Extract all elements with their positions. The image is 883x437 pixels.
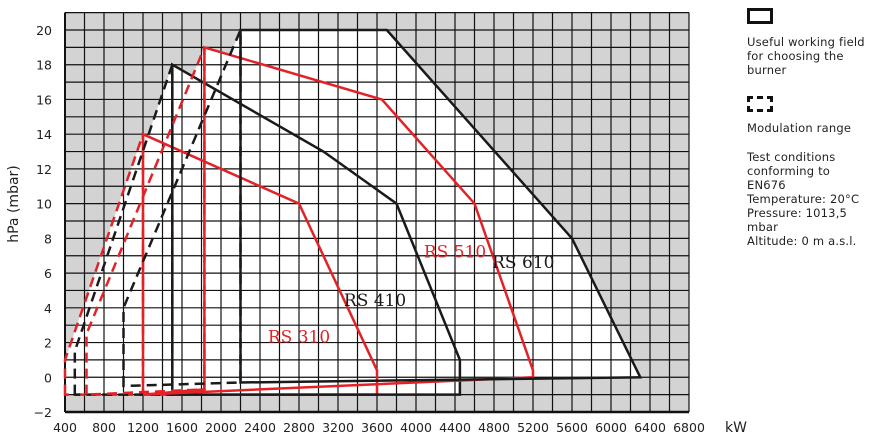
x-tick-label: 4800 [478,420,510,435]
y-tick-label: 6 [44,266,52,281]
x-tick-label: 3200 [322,420,354,435]
x-tick-label: 2400 [244,420,276,435]
y-tick-label: 4 [44,301,52,316]
x-tick-label: 5600 [556,420,588,435]
test-line: Pressure: 1013,5 [747,206,848,220]
y-tick-label: 14 [36,127,52,142]
x-tick-label: 5200 [517,420,549,435]
test-conditions: Test conditions conforming to EN676 Temp… [747,150,859,248]
legend-modulation-swatch [747,96,773,112]
y-tick-label: −2 [34,405,52,420]
x-tick-label: 400 [53,420,77,435]
legend-working-field-label: Useful working field for choosing the bu… [747,35,865,77]
rs-610-modulation-range [122,29,242,388]
rs-610-label: RS 610 [492,253,554,273]
x-tick-label: 2800 [283,420,315,435]
x-tick-label: 6400 [634,420,666,435]
x-tick-label: 1200 [127,420,159,435]
test-line: conforming to [747,164,831,178]
rs-410-working-field [171,62,462,396]
y-tick-label: 18 [36,58,52,73]
y-tick-label: 16 [36,92,52,107]
test-line: mbar [747,220,779,234]
rs-510-working-field [142,45,535,396]
test-line: Altitude: 0 m a.s.l. [747,234,857,248]
y-tick-label: 8 [44,231,52,246]
rs-410-label: RS 410 [344,291,406,311]
rs-310-label: RS 310 [268,328,330,348]
y-tick-label: 12 [36,162,52,177]
rs-510-label: RS 510 [424,242,486,262]
rs-610-working-field [239,28,643,384]
y-axis-label: hPa (mbar) [6,165,22,243]
y-tick-label: 2 [44,336,52,351]
legend-modulation-label: Modulation range [747,121,852,135]
x-tick-label: 3600 [361,420,393,435]
x-tick-label: 800 [92,420,116,435]
x-axis-label: kW [725,420,747,436]
y-tick-label: 20 [36,23,52,38]
x-tick-label: 6800 [673,420,705,435]
legend-working-field-swatch [747,8,773,24]
x-tick-label: 4000 [400,420,432,435]
x-tick-label: 2000 [205,420,237,435]
y-tick-label: 0 [44,370,52,385]
test-line: Temperature: 20°C [747,192,860,206]
test-line: EN676 [747,178,786,192]
x-tick-label: 1600 [166,420,198,435]
y-tick-label: 10 [36,197,52,212]
x-tick-label: 4400 [439,420,471,435]
test-line: Test conditions [747,150,836,164]
x-tick-label: 6000 [595,420,627,435]
rs-410-modulation-range [73,64,174,396]
